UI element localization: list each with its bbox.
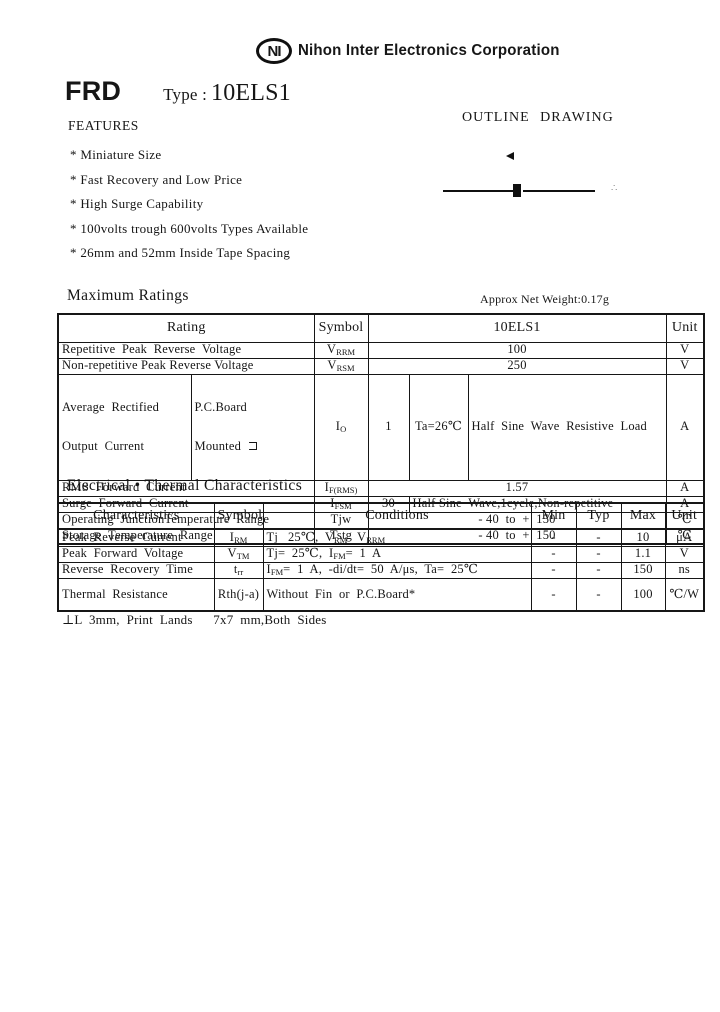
feature-item: * 100volts trough 600volts Types Availab… bbox=[70, 220, 309, 236]
header-typ: Typ bbox=[575, 502, 622, 530]
header-conditions: Conditions bbox=[262, 502, 532, 530]
rating-name: Non-repetitive Peak Reverse Voltage bbox=[57, 357, 315, 375]
rating-value: 250 bbox=[367, 357, 667, 375]
rating-symbol: VRSM bbox=[313, 357, 369, 375]
rating-value: 1 bbox=[367, 373, 410, 481]
char-name: Reverse Recovery Time bbox=[57, 561, 215, 579]
rating-unit: V bbox=[665, 357, 705, 375]
outline-side-mark: ∴ bbox=[611, 183, 618, 194]
char-symbol: VTM bbox=[213, 545, 264, 563]
rating-name-right: P.C.Board Mounted ⊐ bbox=[190, 373, 315, 481]
header-unit: Unit bbox=[665, 313, 705, 343]
header-device: 10ELS1 bbox=[367, 313, 667, 343]
elec-thermal-table: Characteristics Symbol Conditions Min Ty… bbox=[57, 502, 705, 612]
features-list: * Miniature Size * Fast Recovery and Low… bbox=[70, 147, 308, 270]
char-name: Peak Forward Voltage bbox=[57, 545, 215, 563]
table-header-row: Rating Symbol 10ELS1 Unit bbox=[57, 313, 705, 343]
rating-name-left: Average Rectified Output Current bbox=[57, 373, 192, 481]
product-type-label: Type : bbox=[163, 85, 208, 104]
rating-symbol: IF(RMS) bbox=[313, 479, 369, 497]
char-conditions: IFM= 1 A, -di/dt= 50 A/μs, Ta= 25℃ bbox=[262, 561, 532, 579]
char-symbol: trr bbox=[213, 561, 264, 579]
char-name: Thermal Resistance bbox=[57, 577, 215, 612]
char-typ: - bbox=[575, 561, 622, 579]
char-max: 10 bbox=[620, 528, 666, 547]
rating-name: RMS Forward Current bbox=[57, 479, 315, 497]
logo-ni-icon: NI bbox=[256, 38, 292, 64]
char-symbol: Rth(j-a) bbox=[213, 577, 264, 612]
rating-name: Repetitive Peak Reverse Voltage bbox=[57, 341, 315, 359]
weight-note: Approx Net Weight:0.17g bbox=[480, 292, 610, 306]
lead-arrow-icon bbox=[506, 152, 514, 160]
feature-item: * 26mm and 52mm Inside Tape Spacing bbox=[70, 245, 291, 260]
lead-wire-right bbox=[523, 190, 595, 192]
char-min: - bbox=[530, 545, 577, 563]
header-max: Max bbox=[620, 502, 666, 530]
char-conditions: Without Fin or P.C.Board* bbox=[262, 577, 532, 612]
header-rating: Rating bbox=[57, 313, 315, 343]
table-row-vrsm: Non-repetitive Peak Reverse Voltage VRSM… bbox=[57, 357, 705, 375]
char-max: 100 bbox=[620, 577, 666, 612]
table-row-vtm: Peak Forward Voltage VTM Tj= 25℃, IFM= 1… bbox=[57, 545, 705, 563]
product-type-value: 10ELS1 bbox=[211, 80, 291, 106]
table-row-trr: Reverse Recovery Time trr IFM= 1 A, -di/… bbox=[57, 561, 705, 579]
rating-condition-load: Half Sine Wave Resistive Load bbox=[467, 373, 667, 481]
diode-body bbox=[513, 184, 521, 197]
company-name: Nihon Inter Electronics Corporation bbox=[298, 42, 560, 59]
char-max: 150 bbox=[620, 561, 666, 579]
table-row-io: Average Rectified Output Current P.C.Boa… bbox=[57, 373, 705, 481]
char-unit: ℃/W bbox=[664, 577, 705, 612]
char-conditions: Tj= 25℃, IFM= 1 A bbox=[262, 545, 532, 563]
char-typ: - bbox=[575, 545, 622, 563]
char-name: Peak Reverse Current bbox=[57, 528, 215, 547]
header-characteristics: Characteristics bbox=[57, 502, 215, 530]
rating-symbol: IO bbox=[313, 373, 369, 481]
char-unit: μA bbox=[664, 528, 705, 547]
char-conditions: Tj 25℃, VRM VRRM bbox=[262, 528, 532, 547]
product-category: FRD bbox=[65, 76, 122, 106]
table-row-rth: Thermal Resistance Rth(j-a) Without Fin … bbox=[57, 577, 705, 612]
rating-unit: A bbox=[665, 373, 705, 481]
feature-item: * Fast Recovery and Low Price bbox=[70, 171, 243, 187]
product-title: FRD Type : 10ELS1 bbox=[65, 76, 291, 107]
char-symbol: IRM bbox=[213, 528, 264, 547]
header-symbol: Symbol bbox=[313, 313, 369, 343]
rating-unit: A bbox=[665, 479, 705, 497]
lead-wire-left bbox=[443, 190, 515, 192]
footnote: ⊥L 3mm, Print Lands 7x7 mm,Both Sides bbox=[62, 612, 327, 627]
header-symbol: Symbol bbox=[213, 502, 264, 530]
table-row-irm: Peak Reverse Current IRM Tj 25℃, VRM VRR… bbox=[57, 528, 705, 547]
rating-condition-ta: Ta=26℃ bbox=[408, 373, 469, 481]
char-max: 1.1 bbox=[620, 545, 666, 563]
table-header-row: Characteristics Symbol Conditions Min Ty… bbox=[57, 502, 705, 530]
char-typ: - bbox=[575, 577, 622, 612]
feature-item: * Miniature Size bbox=[70, 147, 162, 162]
header-min: Min bbox=[530, 502, 577, 530]
char-typ: - bbox=[575, 528, 622, 547]
elec-thermal-heading: Electrical • Thermal Characteristics bbox=[67, 477, 303, 494]
rating-unit: V bbox=[665, 341, 705, 359]
char-min: - bbox=[530, 528, 577, 547]
char-min: - bbox=[530, 577, 577, 612]
rating-value: 1.57 bbox=[367, 479, 667, 497]
rating-value: 100 bbox=[367, 341, 667, 359]
features-heading: FEATURES bbox=[68, 118, 139, 133]
company-logo: NI Nihon Inter Electronics Corporation bbox=[256, 38, 568, 64]
char-min: - bbox=[530, 561, 577, 579]
header-unit: Unit bbox=[664, 502, 705, 530]
feature-item: * High Surge Capability bbox=[70, 196, 204, 211]
outline-heading: OUTLINE DRAWING bbox=[462, 110, 614, 125]
max-ratings-heading: Maximum Ratings bbox=[67, 287, 189, 304]
table-row-vrrm: Repetitive Peak Reverse Voltage VRRM 100… bbox=[57, 341, 705, 359]
rating-symbol: VRRM bbox=[313, 341, 369, 359]
char-unit: ns bbox=[664, 561, 705, 579]
char-unit: V bbox=[664, 545, 705, 563]
